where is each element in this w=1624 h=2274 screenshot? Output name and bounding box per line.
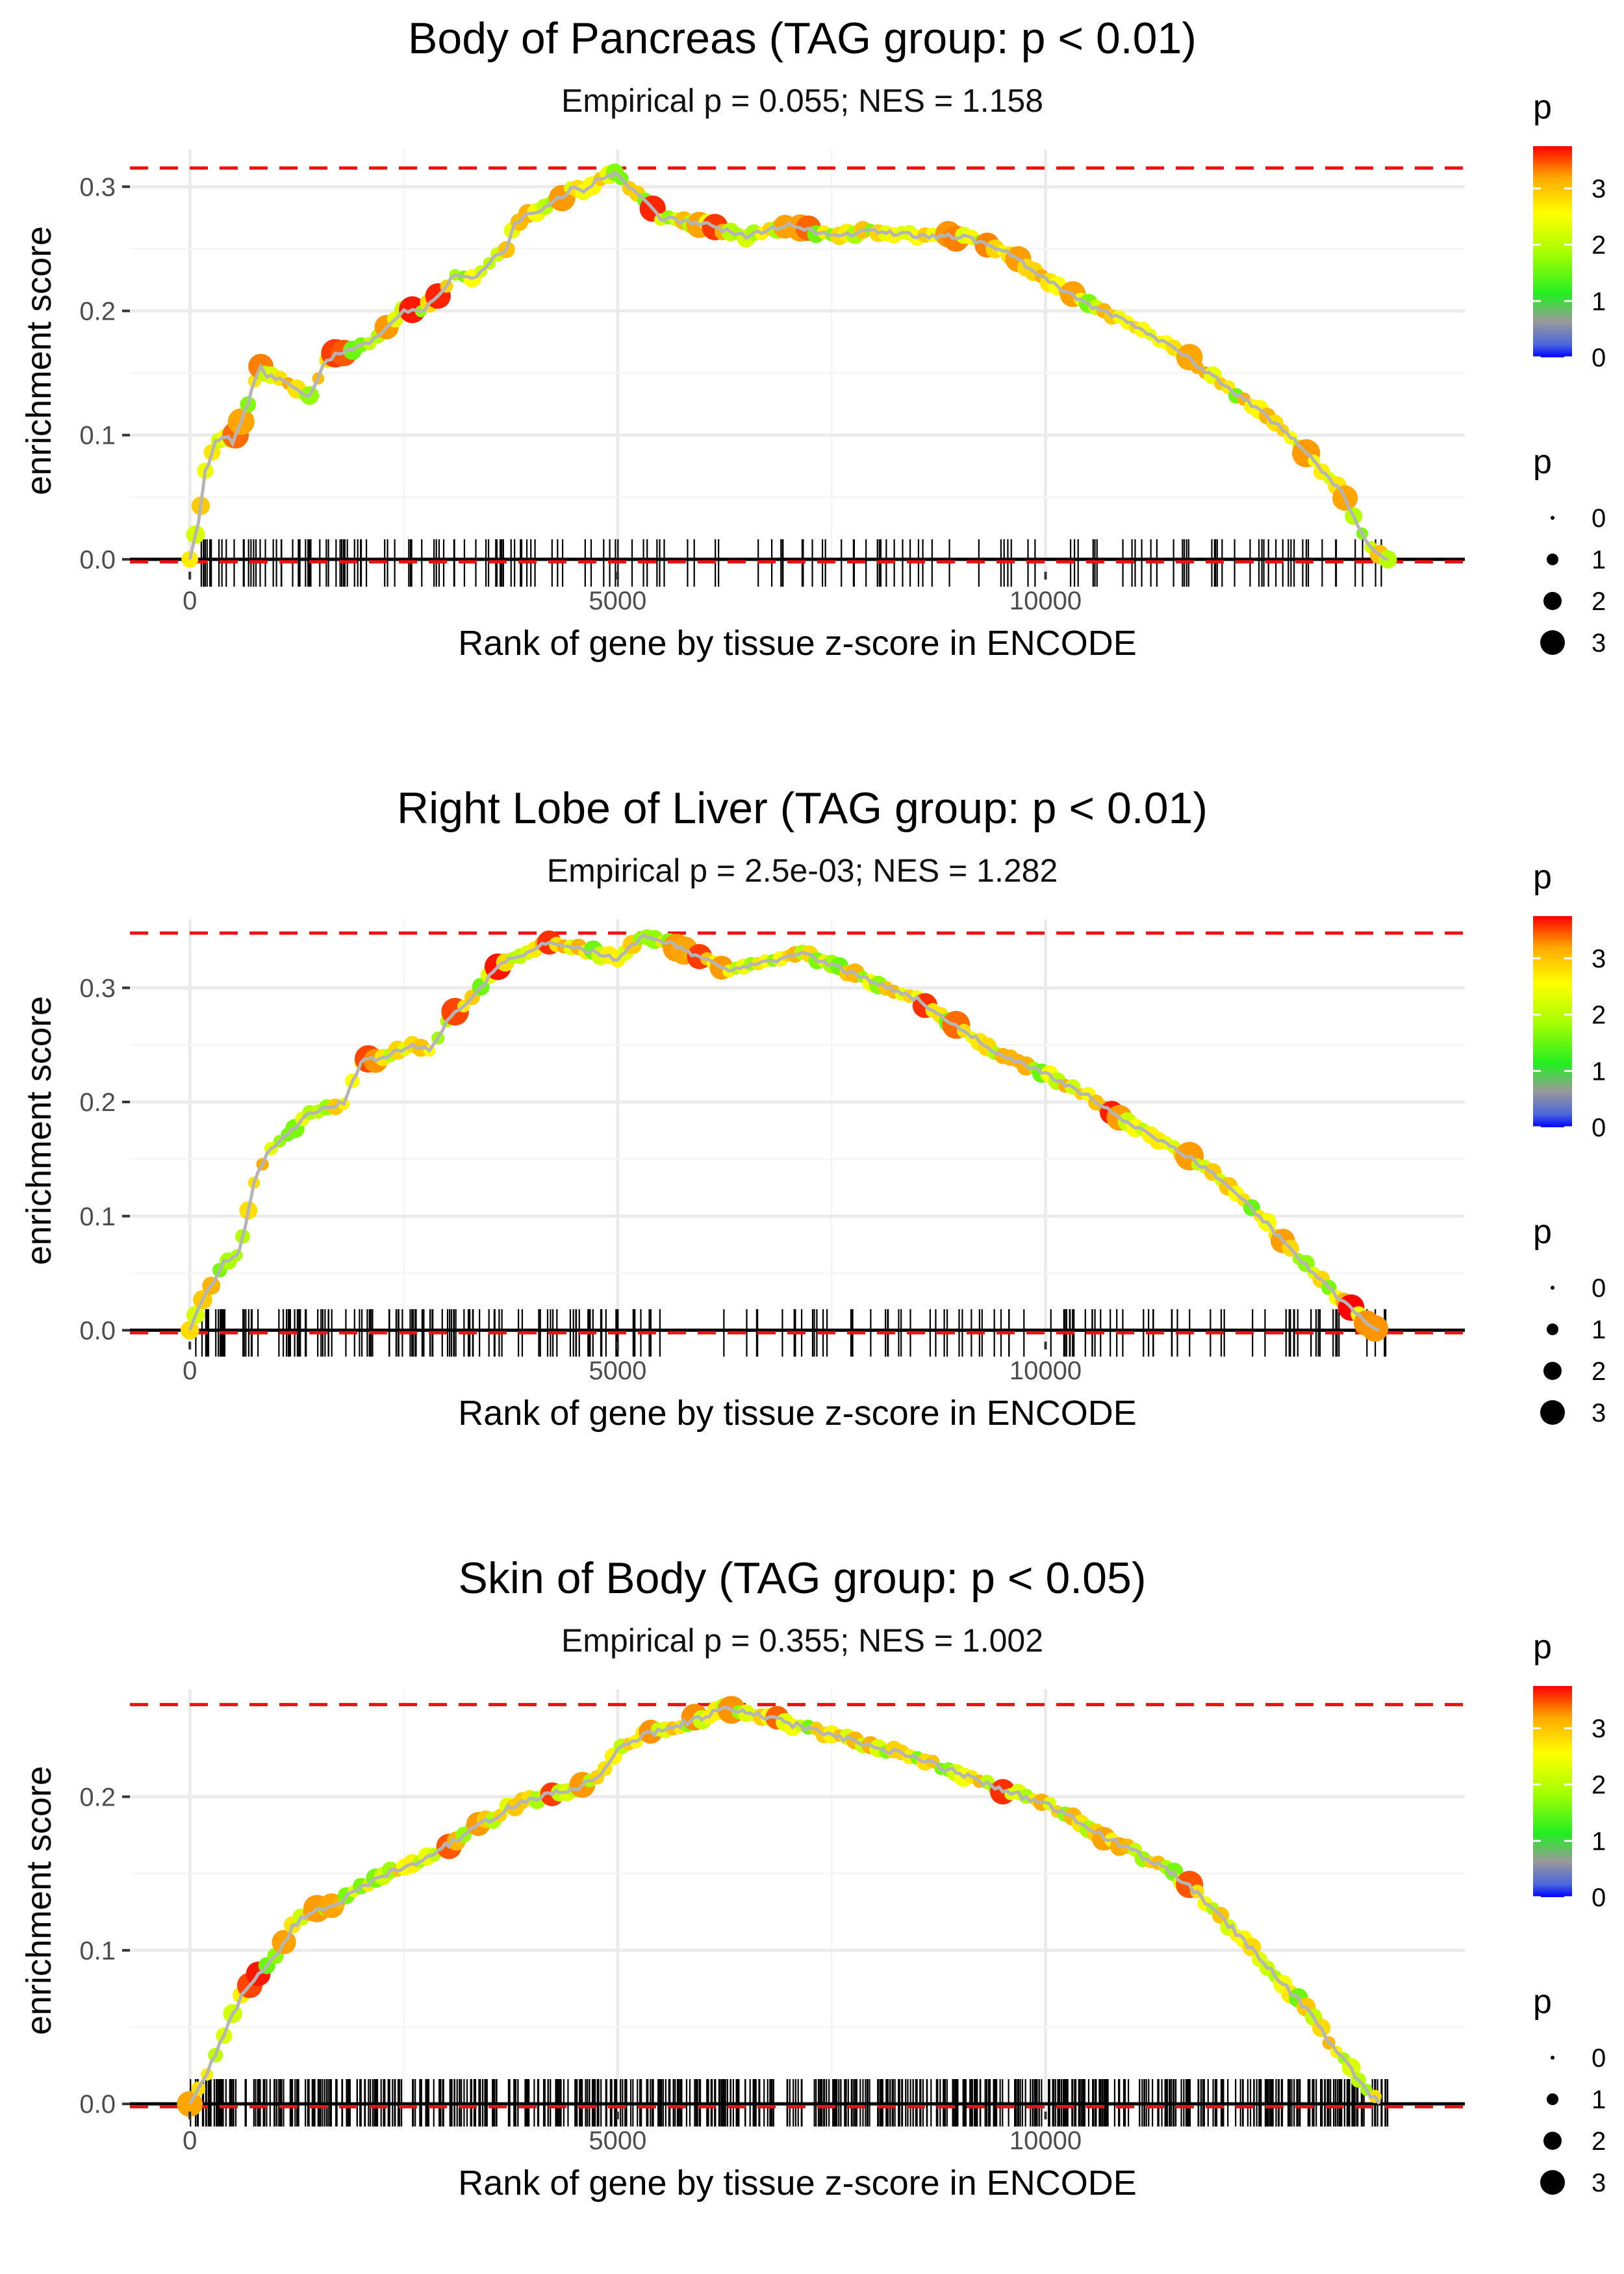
- color-legend-label: 3: [1592, 1715, 1606, 1743]
- color-legend-title: p: [1533, 858, 1552, 896]
- size-legend-title: p: [1533, 1983, 1552, 2021]
- panel-2: Right Lobe of Liver (TAG group: p < 0.01…: [19, 784, 1606, 1433]
- y-tick-label: 0.1: [79, 1203, 116, 1231]
- panel-1: Body of Pancreas (TAG group: p < 0.01) Em…: [19, 14, 1606, 663]
- size-legend-label: 2: [1592, 2127, 1606, 2156]
- chart-subtitle: Empirical p = 0.055; NES = 1.158: [561, 83, 1043, 119]
- size-legend: p 0 1 2 3: [1533, 1213, 1606, 1427]
- size-legend-label: 0: [1592, 1274, 1606, 1303]
- size-legend-label: 2: [1592, 1357, 1606, 1386]
- y-tick-label: 0.2: [79, 1783, 116, 1811]
- y-axis-label: enrichment score: [19, 226, 58, 495]
- running-sum-line: [188, 1706, 1381, 2105]
- color-legend-label: 2: [1592, 1771, 1606, 1800]
- chart-subtitle: Empirical p = 2.5e-03; NES = 1.282: [547, 852, 1058, 889]
- x-tick-label: 0: [183, 1357, 197, 1385]
- color-bar: [1533, 916, 1572, 1127]
- gene-point: [1378, 550, 1397, 568]
- color-bar: [1533, 1686, 1572, 1897]
- gene-points: [180, 929, 1389, 1342]
- x-tick-label: 5000: [589, 587, 646, 615]
- x-tick-label: 5000: [589, 1357, 646, 1385]
- chart-title: Skin of Body (TAG group: p < 0.05): [459, 1553, 1147, 1603]
- x-tick-label: 10000: [1009, 2127, 1082, 2155]
- panel-3: Skin of Body (TAG group: p < 0.05) Empiri…: [19, 1553, 1606, 2203]
- y-tick-label: 0.0: [79, 2090, 116, 2119]
- size-legend-dot: [1543, 592, 1562, 610]
- size-legend-dot: [1547, 554, 1558, 565]
- size-legend-label: 0: [1592, 504, 1606, 533]
- size-legend: p 0 1 2 3: [1533, 443, 1606, 658]
- color-legend-label: 0: [1592, 1884, 1606, 1912]
- size-legend-dot: [1540, 1400, 1565, 1425]
- x-tick-label: 0: [183, 587, 197, 615]
- size-legend-dot: [1551, 1286, 1554, 1290]
- color-legend-label: 1: [1592, 1827, 1606, 1856]
- y-tick-label: 0.0: [79, 546, 116, 574]
- size-legend-title: p: [1533, 443, 1552, 481]
- color-legend-label: 1: [1592, 287, 1606, 316]
- x-tick-label: 10000: [1009, 1357, 1082, 1385]
- x-tick-label: 10000: [1009, 587, 1082, 615]
- size-legend-dot: [1540, 630, 1565, 655]
- color-legend-label: 2: [1592, 1001, 1606, 1030]
- running-sum-line: [188, 170, 1389, 561]
- size-legend-dot: [1551, 516, 1554, 520]
- color-bar: [1533, 146, 1572, 357]
- color-legend-label: 0: [1592, 344, 1606, 372]
- y-tick-label: 0.3: [79, 173, 116, 201]
- y-axis-label: enrichment score: [19, 1766, 58, 2035]
- size-legend-dot: [1547, 2093, 1558, 2105]
- size-legend-label: 1: [1592, 546, 1606, 574]
- y-axis-label: enrichment score: [19, 996, 58, 1265]
- color-legend-label: 3: [1592, 175, 1606, 203]
- x-axis-label: Rank of gene by tissue z-score in ENCODE: [458, 2164, 1136, 2203]
- y-tick-label: 0.1: [79, 422, 116, 450]
- size-legend-dot: [1551, 2056, 1554, 2060]
- x-axis-label: Rank of gene by tissue z-score in ENCODE: [458, 624, 1136, 663]
- gene-points: [177, 1696, 1382, 2117]
- size-legend-label: 1: [1592, 1316, 1606, 1344]
- x-axis-label: Rank of gene by tissue z-score in ENCODE: [458, 1394, 1136, 1433]
- gene-point: [180, 1321, 199, 1340]
- size-legend-label: 0: [1592, 2044, 1606, 2073]
- x-tick-label: 5000: [589, 2127, 646, 2155]
- y-tick-label: 0.0: [79, 1316, 116, 1345]
- color-legend-label: 2: [1592, 231, 1606, 260]
- color-legend-title: p: [1533, 1628, 1552, 1666]
- hit-ticks: [195, 1309, 1387, 1357]
- size-legend-label: 3: [1592, 1399, 1606, 1427]
- size-legend-label: 3: [1592, 629, 1606, 658]
- y-tick-label: 0.2: [79, 1088, 116, 1117]
- size-legend-dot: [1543, 2132, 1562, 2150]
- size-legend-label: 3: [1592, 2169, 1606, 2197]
- color-legend: p 0 1 2 3: [1533, 1628, 1606, 1912]
- color-legend: p 0 1 2 3: [1533, 858, 1606, 1142]
- size-legend-dot: [1547, 1323, 1558, 1335]
- chart-title: Right Lobe of Liver (TAG group: p < 0.01…: [397, 784, 1208, 833]
- size-legend-dot: [1540, 2170, 1565, 2195]
- color-legend-label: 1: [1592, 1057, 1606, 1086]
- color-legend-label: 0: [1592, 1114, 1606, 1142]
- chart-title: Body of Pancreas (TAG group: p < 0.01): [408, 14, 1197, 63]
- size-legend-dot: [1543, 1362, 1562, 1380]
- y-tick-label: 0.2: [79, 298, 116, 326]
- size-legend-title: p: [1533, 1213, 1552, 1251]
- color-legend-label: 3: [1592, 945, 1606, 973]
- size-legend-label: 1: [1592, 2086, 1606, 2114]
- grid: [130, 919, 1465, 1342]
- y-tick-label: 0.3: [79, 974, 116, 1003]
- x-tick-label: 0: [183, 2127, 197, 2155]
- y-tick-label: 0.1: [79, 1937, 116, 1965]
- color-legend-title: p: [1533, 88, 1552, 126]
- chart-subtitle: Empirical p = 0.355; NES = 1.002: [561, 1622, 1043, 1659]
- size-legend: p 0 1 2 3: [1533, 1983, 1606, 2197]
- color-legend: p 0 1 2 3: [1533, 88, 1606, 372]
- running-sum-line: [188, 932, 1380, 1332]
- size-legend-label: 2: [1592, 587, 1606, 616]
